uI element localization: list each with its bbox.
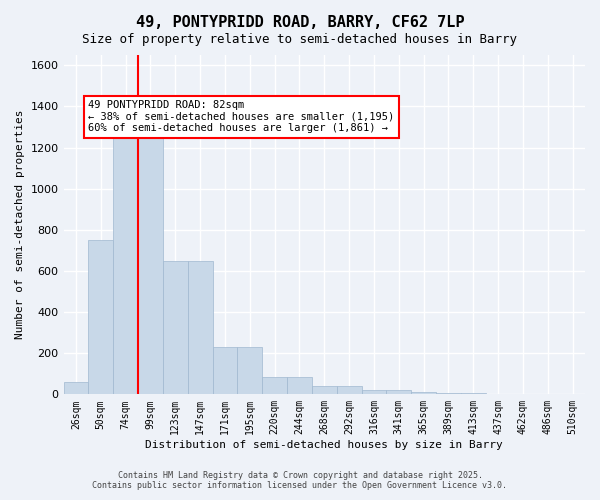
Bar <box>337 386 362 394</box>
Bar <box>88 240 113 394</box>
Text: Contains HM Land Registry data © Crown copyright and database right 2025.
Contai: Contains HM Land Registry data © Crown c… <box>92 470 508 490</box>
Text: 49 PONTYPRIDD ROAD: 82sqm
← 38% of semi-detached houses are smaller (1,195)
60% : 49 PONTYPRIDD ROAD: 82sqm ← 38% of semi-… <box>88 100 395 134</box>
X-axis label: Distribution of semi-detached houses by size in Barry: Distribution of semi-detached houses by … <box>145 440 503 450</box>
Bar <box>138 127 163 394</box>
Bar <box>113 127 138 394</box>
Bar <box>386 390 411 394</box>
Bar <box>163 260 188 394</box>
Bar <box>238 347 262 395</box>
Text: 49, PONTYPRIDD ROAD, BARRY, CF62 7LP: 49, PONTYPRIDD ROAD, BARRY, CF62 7LP <box>136 15 464 30</box>
Text: Size of property relative to semi-detached houses in Barry: Size of property relative to semi-detach… <box>83 32 517 46</box>
Bar <box>411 392 436 394</box>
Y-axis label: Number of semi-detached properties: Number of semi-detached properties <box>15 110 25 340</box>
Bar <box>362 390 386 394</box>
Bar <box>188 260 212 394</box>
Bar <box>287 377 312 394</box>
Bar <box>64 382 88 394</box>
Bar <box>212 347 238 395</box>
Bar <box>262 377 287 394</box>
Bar <box>312 386 337 394</box>
